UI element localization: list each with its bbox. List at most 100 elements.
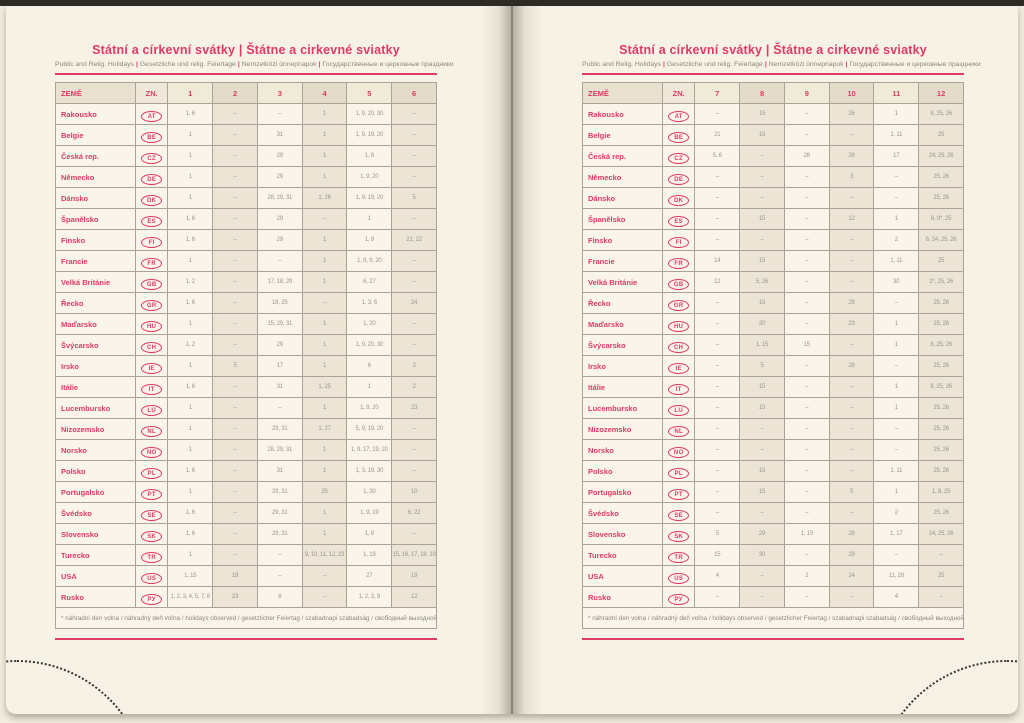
holiday-days-cell: 1 [167, 439, 214, 461]
subtitle-separator: | [662, 61, 665, 68]
holiday-days-cell: – [694, 208, 741, 230]
holiday-days-cell: – [391, 145, 437, 167]
table-row: Francie FR 1– –1 1, 8, 9, 20– [55, 250, 437, 272]
holiday-days-cell: – [783, 124, 830, 146]
holiday-days-cell: 17 [873, 145, 920, 167]
table-row: Lucembursko LU 1– –1 1, 9, 20 23 [55, 397, 437, 419]
table-row: Česká rep. CZ 1–29 1 1, 8– [55, 145, 437, 167]
table-row: Slovensko SK 5 29 1, 15 28 1, 17 24, 25, 26 [582, 523, 964, 545]
holiday-days-cell: 14 [694, 250, 741, 272]
country-code-cell: HU [661, 313, 696, 335]
holiday-days-cell: 1, 3, 6 [346, 292, 393, 314]
holiday-days-cell: 6, 27 [346, 271, 393, 293]
holiday-days-cell: – [828, 187, 875, 209]
table-row: Řecko GR 1, 6–18, 25–1, 3, 6 24 [55, 292, 437, 314]
country-name: Itálie [582, 376, 663, 398]
holiday-days-cell: 15 [739, 103, 785, 125]
holiday-days-cell: 1 [301, 397, 348, 419]
holiday-days-cell: 1, 3, 19, 30 [346, 460, 393, 482]
holiday-days-cell: – [783, 187, 830, 209]
footnote-text: * náhradní den volna / náhradný deň voľn… [55, 607, 437, 629]
holiday-days-cell: 15 [739, 208, 785, 230]
holiday-days-cell: – [783, 586, 830, 608]
holiday-days-cell: – [694, 460, 741, 482]
table-row: Finsko FI 1, 6–29 1 1, 9 21, 22 [55, 229, 437, 251]
table-row: Polsko PL 1, 6–31 1 1, 3, 19, 30– [55, 460, 437, 482]
holiday-days-cell: 1 [346, 208, 393, 230]
page-right: Státní a církevní svátky | Štátne a cirk… [512, 5, 1018, 714]
table-row: Nizozemsko NL 1–29, 31 1, 27 5, 9, 19, 20– [55, 418, 437, 440]
holiday-days-cell: 1 [301, 355, 348, 377]
holiday-days-cell: 1 [873, 334, 920, 356]
col-header-country: ZEMĚ [55, 82, 136, 104]
country-code-cell: TR [134, 544, 169, 566]
holiday-days-cell: 8, 25, 26 [918, 376, 964, 398]
holiday-days-cell: 1 [301, 124, 348, 146]
holiday-days-cell: – [873, 439, 920, 461]
subtitle-part: Nemzetközi ünnepnapok [241, 61, 317, 68]
holidays-table: ZEMĚ ZN. 1 2 3 4 5 6 Rakousko AT 1, 6– –1 1, 9, 20,… [55, 82, 437, 629]
country-code-cell: PL [134, 460, 169, 482]
country-code-badge: BE [141, 132, 163, 143]
holiday-days-cell: 3 [828, 166, 875, 188]
country-code-badge: FR [141, 258, 163, 269]
holiday-days-cell: 29 [256, 208, 303, 230]
country-code-badge: CZ [668, 153, 690, 164]
holiday-days-cell: – [212, 397, 258, 419]
holiday-days-cell: – [828, 502, 875, 524]
holiday-days-cell: – [212, 460, 258, 482]
country-code-badge: LU [668, 405, 690, 416]
country-name: Itálie [55, 376, 136, 398]
holiday-days-cell: 1 [301, 439, 348, 461]
country-name: Švýcarsko [582, 334, 663, 356]
holiday-days-cell: – [828, 586, 875, 608]
holiday-days-cell: 1, 6 [167, 376, 214, 398]
table-row: Irsko IE 1 5 17 1 6 3 [55, 355, 437, 377]
holiday-days-cell: – [828, 334, 875, 356]
col-header-month: 5 [346, 82, 393, 104]
subtitle-separator: | [764, 61, 767, 68]
holiday-days-cell: 1 [167, 187, 214, 209]
country-code-badge: GR [668, 300, 690, 311]
col-header-month: 7 [694, 82, 741, 104]
holiday-days-cell: – [256, 397, 303, 419]
holiday-days-cell: – [212, 418, 258, 440]
table-row: Velká Británie GB 12 5, 26– –30 2*, 25, 26 [582, 271, 964, 293]
holiday-days-cell: 29 [256, 166, 303, 188]
holiday-days-cell: – [301, 586, 348, 608]
holiday-days-cell: 15 [694, 544, 741, 566]
holiday-days-cell: – [783, 502, 830, 524]
country-code-badge: GB [668, 279, 690, 290]
country-name: Rakousko [582, 103, 663, 125]
holiday-days-cell: 21, 22 [391, 229, 437, 251]
holiday-days-cell: 12 [391, 586, 437, 608]
country-name: Dánsko [582, 187, 663, 209]
holiday-days-cell: – [212, 229, 258, 251]
holiday-days-cell: – [783, 544, 830, 566]
holiday-days-cell: 15 [739, 460, 785, 482]
holiday-days-cell: – [873, 544, 920, 566]
holiday-days-cell: 15 [739, 250, 785, 272]
col-header-code: ZN. [134, 82, 169, 104]
holiday-days-cell: – [739, 439, 785, 461]
holiday-days-cell: 1, 19 [346, 544, 393, 566]
holiday-days-cell: 1, 6 [167, 208, 214, 230]
holiday-days-cell: – [873, 355, 920, 377]
holiday-days-cell: – [694, 334, 741, 356]
holiday-days-cell: 1, 8 [346, 523, 393, 545]
holiday-days-cell: – [301, 292, 348, 314]
table-row: Finsko FI – – – –2 6, 24, 25, 26 [582, 229, 964, 251]
country-code-cell: FR [134, 250, 169, 272]
holiday-days-cell: 1, 15 [783, 523, 830, 545]
holiday-days-cell: 8 [256, 586, 303, 608]
country-code-badge: NL [141, 426, 163, 437]
holiday-days-cell: – [828, 271, 875, 293]
table-row: Nizozemsko NL – – – – –25, 26 [582, 418, 964, 440]
holiday-days-cell: 25, 26 [918, 313, 964, 335]
holiday-days-cell: – [391, 418, 437, 440]
country-code-badge: HU [668, 321, 690, 332]
country-code-badge: DK [141, 195, 163, 206]
holiday-days-cell: 1 [167, 418, 214, 440]
holiday-days-cell: – [739, 502, 785, 524]
holiday-days-cell: 31 [256, 376, 303, 398]
